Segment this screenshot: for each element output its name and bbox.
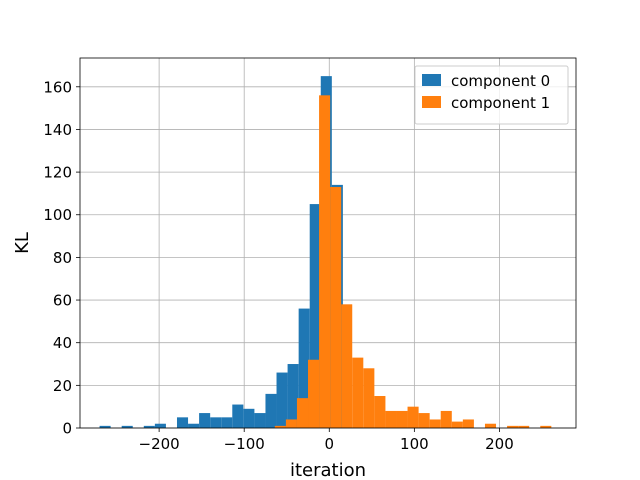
y-tick-label: 20 <box>53 377 72 395</box>
bar-component-0 <box>99 425 111 428</box>
bar-component-1 <box>440 410 452 428</box>
legend-label-component-0: component 0 <box>451 72 550 90</box>
bar-component-0 <box>254 413 266 428</box>
y-tick-label: 140 <box>43 121 72 139</box>
bar-component-0 <box>232 404 244 428</box>
bar-component-1 <box>374 396 386 428</box>
bar-component-1 <box>296 398 309 428</box>
bar-component-1 <box>507 425 519 428</box>
x-tick-label: −200 <box>139 435 180 453</box>
y-tick-label: 160 <box>43 78 72 96</box>
y-axis-label: KL <box>12 232 33 254</box>
y-tick-label: 40 <box>53 334 72 352</box>
bar-component-1 <box>396 410 408 428</box>
bar-component-1 <box>341 304 353 428</box>
bar-component-1 <box>363 368 375 428</box>
bar-component-1 <box>540 425 552 428</box>
plot-frame <box>79 57 577 429</box>
bar-component-1 <box>462 419 474 428</box>
legend-label-component-1: component 1 <box>451 94 550 112</box>
bar-component-1 <box>385 410 397 428</box>
y-tick-label: 100 <box>43 206 72 224</box>
bar-component-1 <box>274 425 286 428</box>
y-tick-label: 120 <box>43 164 72 182</box>
bar-component-0 <box>188 423 200 428</box>
bar-component-0 <box>243 408 255 428</box>
bar-component-1 <box>429 419 441 428</box>
bar-component-1 <box>352 357 364 428</box>
legend-box <box>414 65 569 125</box>
bar-component-1 <box>285 419 297 428</box>
bar-component-0 <box>154 423 166 428</box>
bar-component-0 <box>276 372 288 428</box>
legend-swatch-component-1 <box>422 96 441 108</box>
bar-component-1 <box>418 413 430 428</box>
legend: component 0 component 1 <box>414 65 569 125</box>
y-tick-label: 60 <box>53 292 72 310</box>
bar-component-0 <box>265 393 277 428</box>
bar-component-0 <box>309 204 321 428</box>
bar-component-0 <box>287 364 299 428</box>
bar-component-1 <box>484 423 497 428</box>
bar-component-0 <box>298 308 310 428</box>
bar-component-0 <box>199 413 211 428</box>
bar-component-0 <box>121 425 133 428</box>
bar-component-1 <box>308 359 320 428</box>
legend-swatch-component-0 <box>422 74 441 86</box>
bar-component-0 <box>210 417 222 428</box>
bar-component-0 <box>221 417 233 428</box>
x-tick-label: −100 <box>224 435 265 453</box>
x-tick-label: 100 <box>400 435 429 453</box>
y-tick-label: 0 <box>62 420 72 438</box>
y-tick-label: 80 <box>53 249 72 267</box>
x-tick-label: 200 <box>485 435 514 453</box>
bars <box>99 76 552 428</box>
bar-component-1 <box>407 406 419 428</box>
x-axis-label: iteration <box>290 460 366 480</box>
bar-component-1 <box>518 425 530 428</box>
bar-component-1 <box>319 95 331 428</box>
bar-component-1 <box>330 187 342 428</box>
bar-component-0 <box>143 425 155 428</box>
bar-component-0 <box>176 417 189 428</box>
axis-ticks: −200 −100 0 100 200 0 20 40 60 80 100 120 140 160 <box>43 78 513 453</box>
bar-component-1 <box>451 421 463 428</box>
x-tick-label: 0 <box>325 435 335 453</box>
